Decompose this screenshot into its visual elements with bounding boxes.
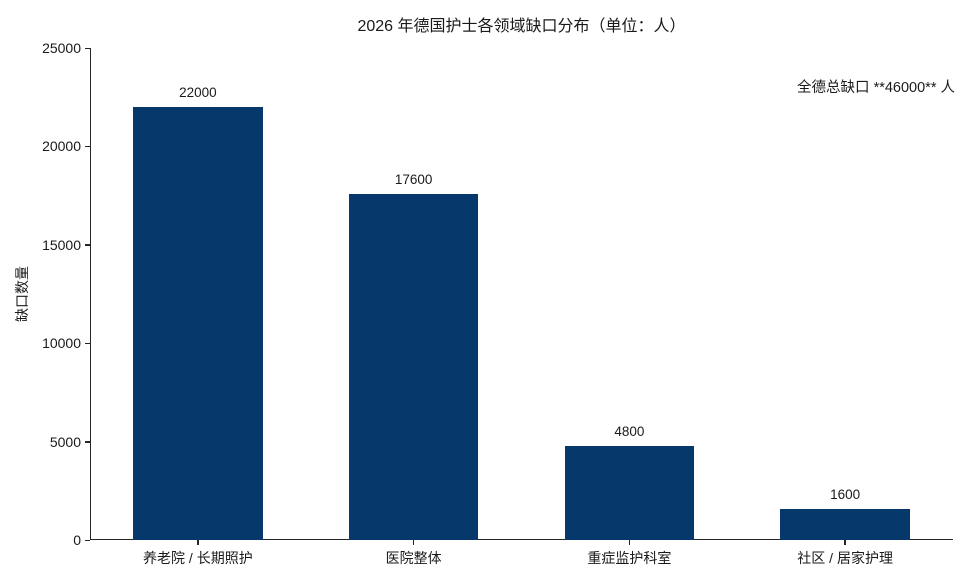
x-tick-mark: [844, 540, 846, 545]
y-axis-label: 缺口数量: [14, 266, 30, 322]
y-tick-label: 10000: [42, 335, 81, 352]
x-tick-mark: [412, 540, 415, 545]
x-tick-mark: [628, 540, 631, 545]
bar: [348, 193, 479, 540]
y-tick-label: 0: [73, 532, 81, 548]
x-tick-mark: [197, 540, 199, 545]
bar-value-label: 22000: [179, 85, 217, 101]
bar-value-label: 17600: [394, 171, 433, 187]
y-tick-label: 20000: [42, 138, 81, 155]
bar-value-label: 1600: [830, 486, 861, 502]
bar: [780, 508, 910, 540]
y-tick-mark: [85, 244, 90, 246]
y-tick-mark: [85, 539, 90, 541]
y-tick-mark: [85, 47, 90, 49]
y-tick-mark: [85, 145, 90, 148]
x-category-label: 医院整体: [385, 550, 442, 566]
bar: [133, 107, 263, 540]
y-tick-label: 25000: [42, 40, 81, 56]
chart-title: 2026 年德国护士各领域缺口分布（单位：人）: [357, 18, 686, 35]
x-category-label: 重症监护科室: [587, 550, 672, 566]
plot-area: [90, 48, 953, 540]
y-tick-label: 5000: [49, 433, 81, 450]
y-tick-mark: [85, 342, 90, 345]
bar-value-label: 4800: [614, 423, 645, 439]
total-shortage-annotation: 全德总缺口 **46000** 人: [797, 80, 955, 96]
bar: [564, 445, 695, 540]
y-tick-mark: [85, 441, 90, 443]
x-category-label: 社区 / 居家护理: [797, 550, 893, 566]
y-tick-label: 15000: [42, 236, 81, 253]
x-category-label: 养老院 / 长期照护: [143, 550, 253, 566]
